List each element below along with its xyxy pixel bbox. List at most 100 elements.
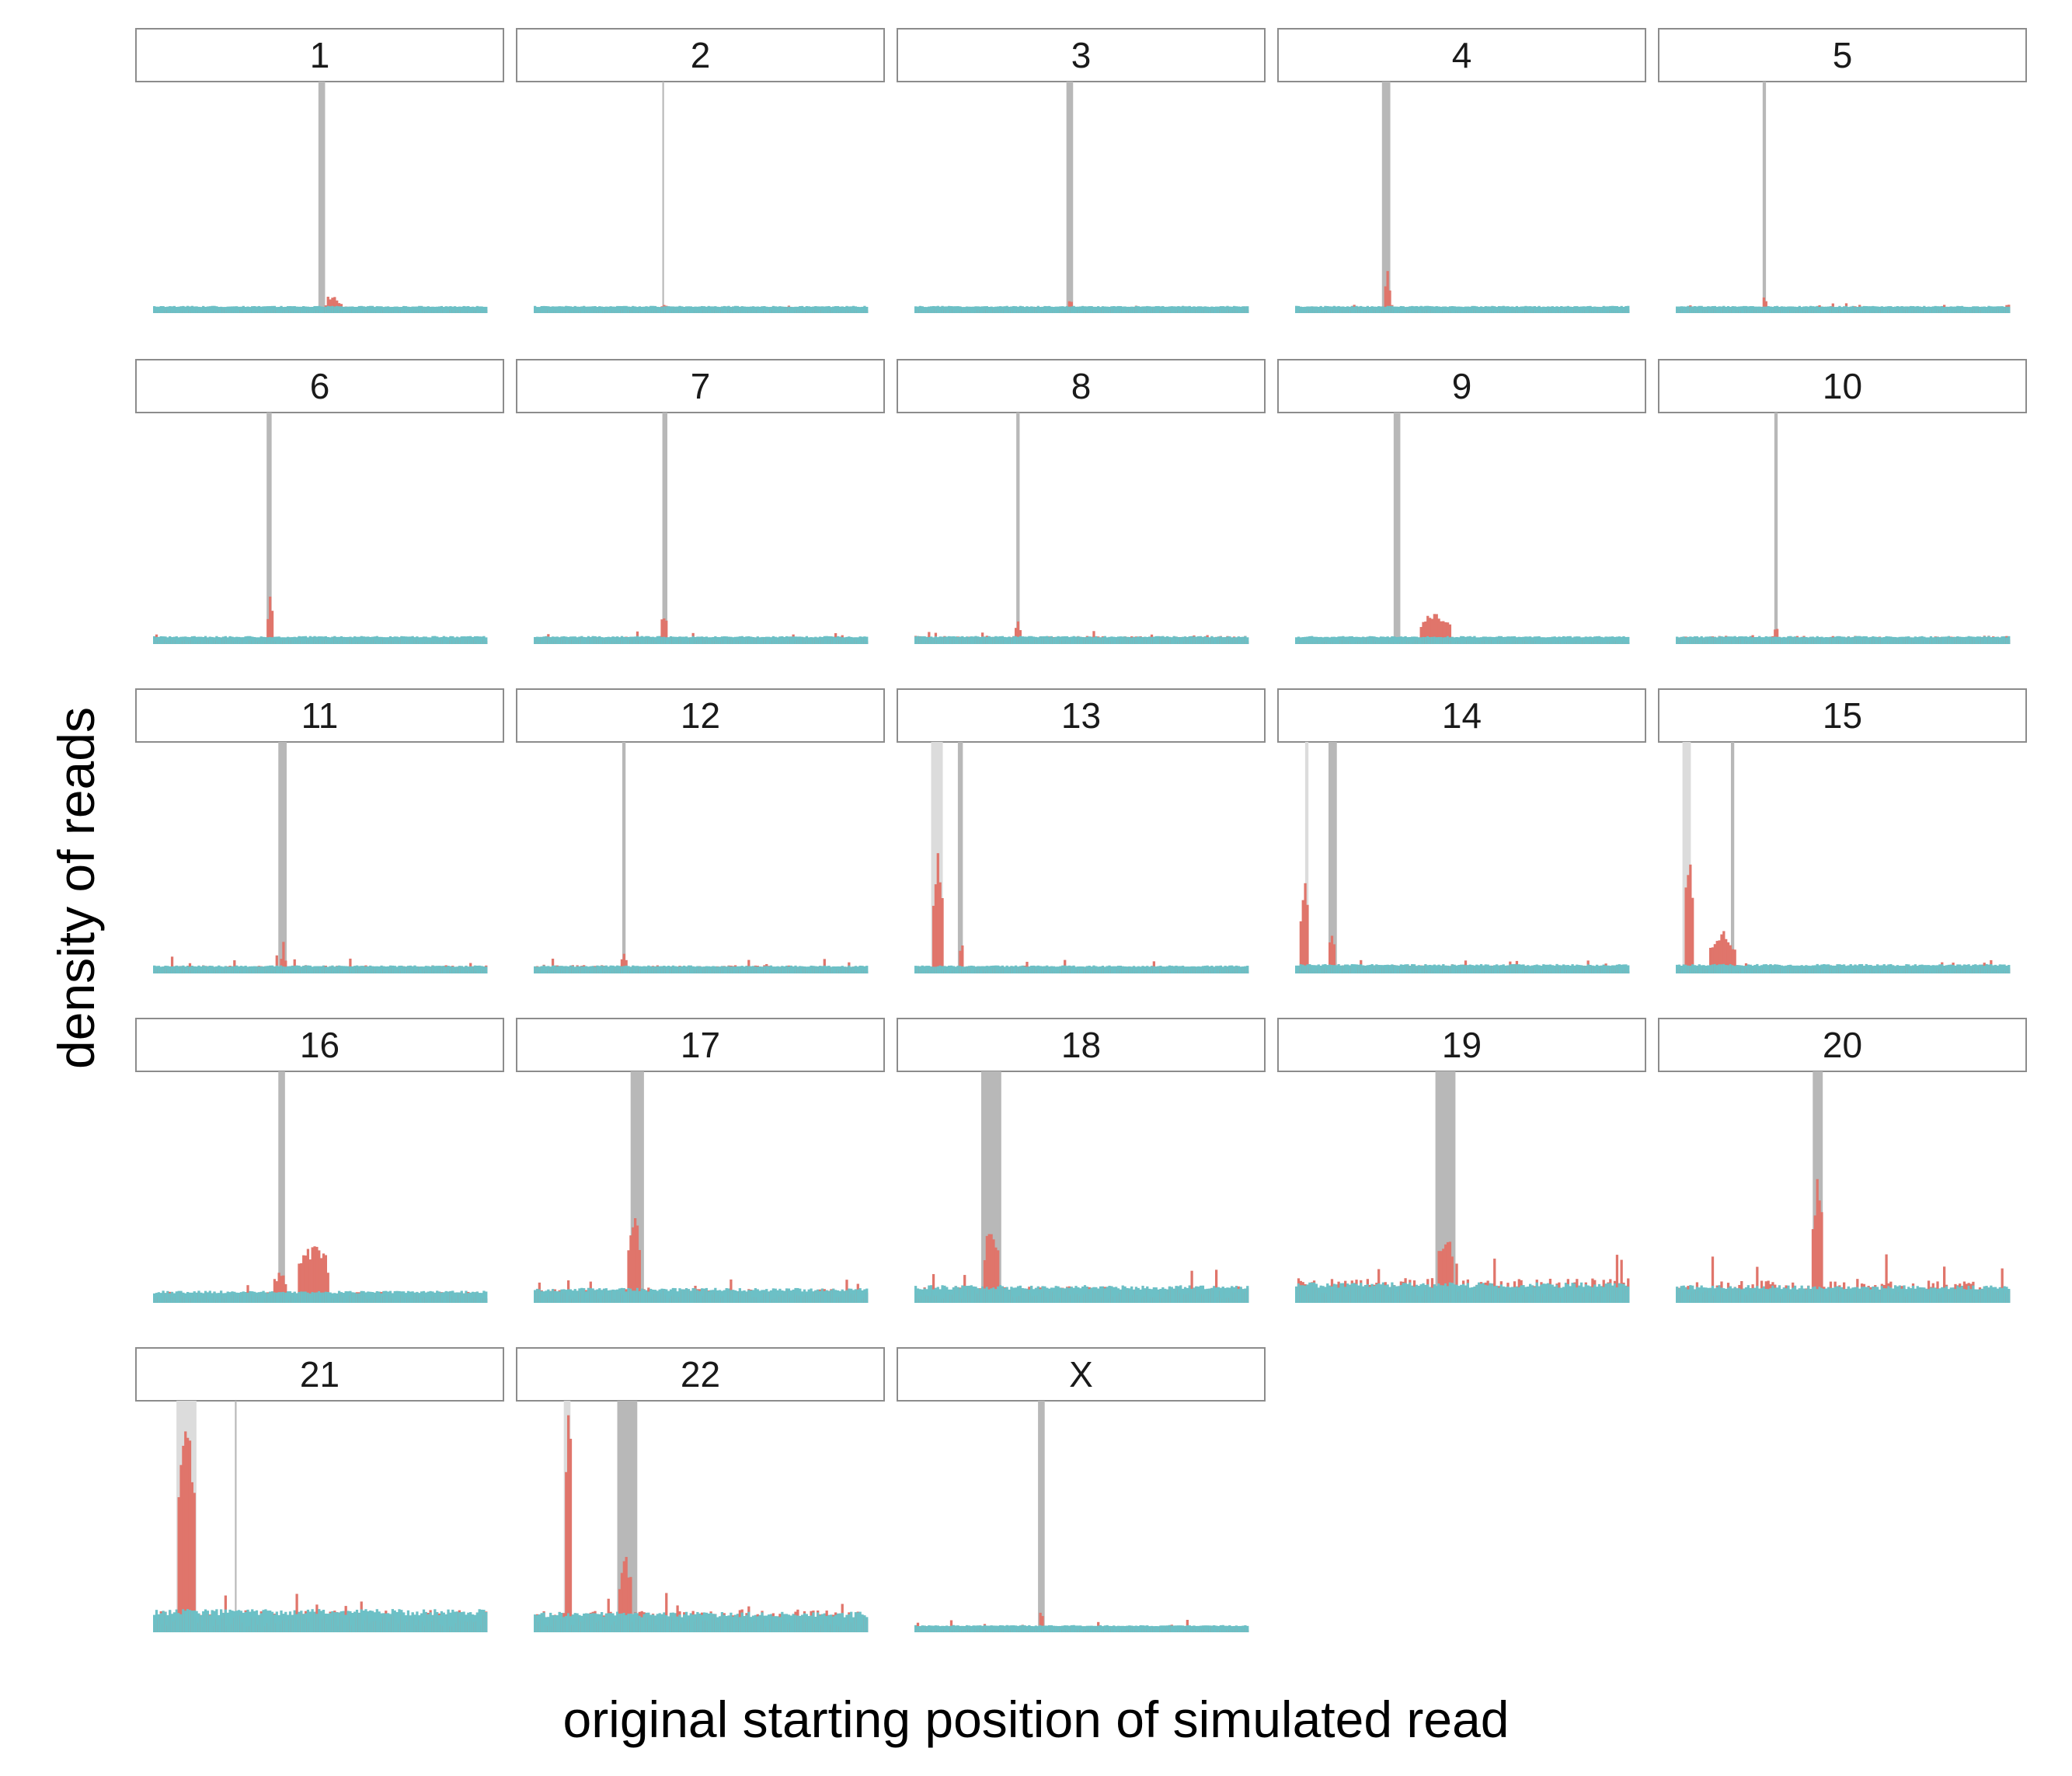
- baseline-bar: [177, 966, 180, 973]
- baseline-bar: [257, 1292, 260, 1303]
- baseline-bar: [709, 306, 712, 313]
- baseline-bar: [642, 966, 646, 973]
- baseline-bar: [257, 966, 260, 973]
- baseline-bar: [302, 1291, 305, 1303]
- baseline-bar: [184, 966, 187, 973]
- highlight-region: [662, 413, 667, 644]
- baseline-bar: [658, 307, 661, 313]
- baseline-bar: [182, 1292, 185, 1303]
- baseline-bar: [1050, 306, 1053, 313]
- baseline-bar: [455, 1292, 459, 1303]
- baseline-bar: [1903, 965, 1906, 973]
- baseline-bar: [1339, 636, 1342, 644]
- baseline-bar: [745, 966, 748, 973]
- baseline-bar: [1095, 306, 1098, 313]
- baseline-bar: [734, 305, 737, 313]
- baseline-bar: [388, 636, 392, 644]
- baseline-bar: [1430, 306, 1434, 313]
- baseline-bar: [640, 306, 643, 313]
- baseline-bar: [1753, 306, 1757, 313]
- baseline-bar: [1170, 306, 1173, 313]
- baseline-bar: [1464, 965, 1468, 973]
- baseline-bar: [794, 965, 797, 973]
- baseline-bar: [1943, 636, 1946, 644]
- baseline-bar: [1190, 306, 1193, 313]
- baseline-bar: [738, 966, 741, 973]
- baseline-bar: [367, 306, 370, 313]
- baseline-bar: [1740, 636, 1743, 644]
- baseline-bar: [642, 306, 646, 313]
- baseline-bar: [551, 965, 555, 973]
- baseline-bar: [830, 636, 833, 644]
- baseline-bar: [1429, 306, 1432, 313]
- baseline-bar: [400, 1291, 403, 1303]
- baseline-bar: [1878, 965, 1882, 973]
- baseline-bar: [320, 636, 323, 644]
- baseline-bar: [1805, 965, 1808, 973]
- baseline-bar: [651, 966, 655, 973]
- baseline-bar: [807, 966, 810, 973]
- baseline-bar: [1774, 964, 1777, 973]
- baseline-bar: [208, 966, 211, 973]
- baseline-bar: [636, 966, 639, 973]
- baseline-bar: [542, 305, 545, 313]
- baseline-bar: [1622, 636, 1625, 644]
- baseline-bar: [684, 636, 688, 644]
- baseline-bar: [1776, 636, 1779, 644]
- facet-panel-12: 12: [516, 688, 885, 973]
- baseline-bar: [1139, 966, 1142, 973]
- baseline-bar: [553, 965, 557, 973]
- baseline-bar: [1600, 636, 1603, 644]
- baseline-bar: [547, 306, 550, 313]
- baseline-bar: [162, 1290, 165, 1303]
- baseline-bar: [259, 1291, 263, 1303]
- baseline-bar: [979, 306, 982, 313]
- baseline-bar: [1972, 636, 1975, 644]
- baseline-bar: [1182, 966, 1185, 973]
- facet-strip: [135, 359, 504, 413]
- baseline-bar: [465, 965, 468, 973]
- density-bar: [270, 611, 274, 644]
- baseline-bar: [182, 636, 185, 644]
- baseline-bar: [1847, 307, 1850, 313]
- baseline-bar: [378, 306, 381, 313]
- baseline-bar: [1150, 966, 1154, 973]
- baseline-bar: [932, 305, 935, 313]
- baseline-bar: [1362, 636, 1365, 644]
- baseline-bar: [1085, 636, 1088, 644]
- baseline-bar: [618, 305, 622, 313]
- baseline-bar: [322, 965, 326, 973]
- baseline-bar: [1687, 965, 1690, 973]
- baseline-bar: [364, 1292, 367, 1303]
- baseline-bar: [970, 636, 973, 644]
- baseline-bar: [987, 966, 991, 973]
- baseline-bar: [645, 306, 648, 313]
- baseline-bar: [1764, 306, 1767, 313]
- baseline-bar: [956, 966, 959, 973]
- baseline-bar: [228, 636, 232, 644]
- baseline-bar: [1509, 636, 1512, 644]
- baseline-bar: [601, 306, 604, 313]
- baseline-bar: [1615, 964, 1619, 973]
- baseline-bar: [455, 966, 459, 973]
- baseline-bar: [1789, 306, 1792, 313]
- baseline-bar: [1929, 306, 1933, 313]
- baseline-bar: [342, 306, 345, 313]
- baseline-bar: [1092, 965, 1095, 973]
- baseline-bar: [1183, 636, 1187, 644]
- baseline-bar: [1596, 636, 1599, 644]
- baseline-bar: [324, 636, 327, 644]
- baseline-bar: [1502, 964, 1505, 973]
- highlight-region: [1381, 82, 1391, 313]
- baseline-bar: [1511, 306, 1514, 313]
- facet-panel-16: 16: [135, 1018, 504, 1303]
- baseline-bar: [792, 307, 795, 313]
- density-bar: [1722, 931, 1726, 973]
- baseline-bar: [754, 637, 757, 644]
- baseline-bar: [1311, 636, 1314, 644]
- baseline-bar: [1295, 305, 1298, 313]
- baseline-bar: [1807, 965, 1810, 973]
- baseline-bar: [1208, 637, 1211, 644]
- baseline-bar: [1702, 637, 1705, 644]
- baseline-bar: [716, 636, 719, 644]
